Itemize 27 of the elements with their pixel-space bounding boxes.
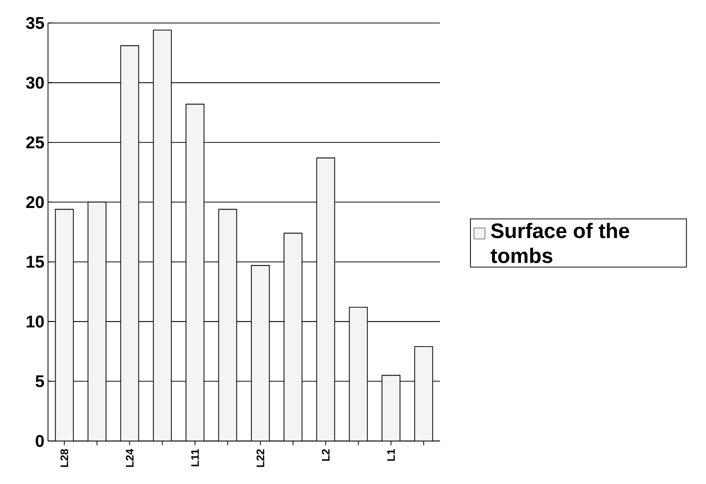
- x-tick-label: L22: [256, 449, 264, 467]
- bar: [120, 45, 140, 441]
- bar: [250, 265, 270, 441]
- x-tick-label: L28: [60, 449, 68, 467]
- y-tick-label: 0: [36, 434, 44, 447]
- bar: [414, 346, 434, 441]
- y-tick-label: 35: [26, 16, 44, 29]
- bar: [152, 30, 172, 441]
- bar: [348, 306, 368, 441]
- bar: [284, 232, 302, 441]
- y-tick-label: 25: [26, 136, 44, 148]
- y-tick-label: 5: [36, 375, 44, 388]
- bar: [54, 208, 74, 441]
- x-tick-label: L2: [322, 449, 330, 461]
- x-tick-label: L1: [387, 449, 395, 461]
- text: Surface of the tombs: [490, 222, 630, 264]
- bar: [382, 374, 400, 441]
- y-tick-label: 20: [26, 196, 44, 208]
- y-tick-label: 10: [26, 316, 44, 328]
- y-tick-label: 30: [26, 76, 44, 89]
- bar: [316, 158, 336, 441]
- x-tick-label: L11: [191, 449, 199, 466]
- bar: [186, 104, 204, 441]
- bar: [218, 208, 238, 441]
- y-tick-label: 15: [26, 256, 44, 268]
- x-tick-label: L24: [126, 448, 134, 467]
- bar: [88, 202, 106, 441]
